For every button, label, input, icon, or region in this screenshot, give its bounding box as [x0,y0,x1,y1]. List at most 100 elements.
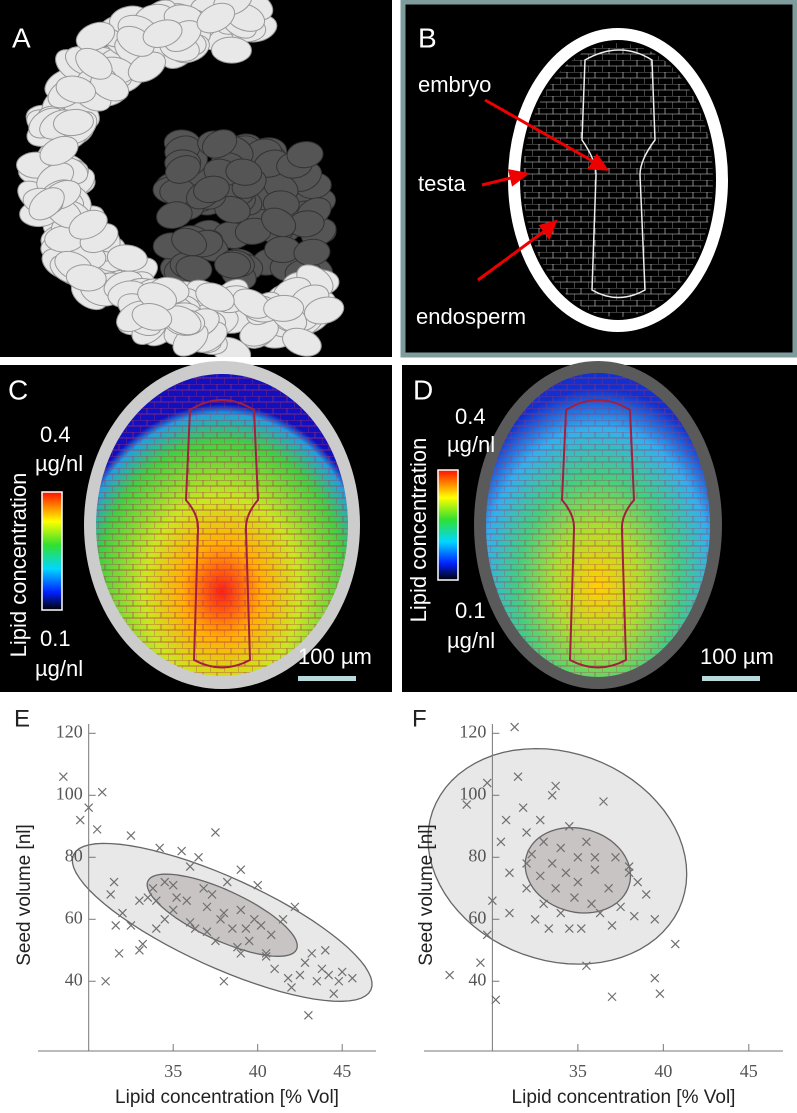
point [556,843,566,853]
point [624,868,634,878]
y-tick-label: 120 [56,721,83,741]
point [475,958,485,968]
point [547,859,557,868]
disk [156,201,193,229]
disk [193,175,230,204]
point [303,1010,313,1020]
y-axis-label: Seed volume [nl] [14,824,35,966]
point [211,828,220,837]
point [641,890,651,899]
point [190,924,200,933]
x-tick-label: 45 [333,1061,351,1081]
disk [282,327,322,357]
point [236,948,246,958]
point [670,939,680,949]
scale-bar [298,676,356,681]
point [270,964,280,974]
point [151,924,161,933]
colorbar-unit: µg/nl [35,656,83,681]
point [535,871,545,881]
disk [171,227,208,257]
point [561,868,571,878]
disk [165,155,201,184]
point [570,893,579,902]
disk [195,282,235,312]
point [126,831,136,841]
point [256,921,266,930]
point [182,896,192,906]
disk [196,2,236,34]
point [185,862,195,872]
panel-label: A [12,22,31,53]
y-axis-label: Seed volume [nl] [416,824,437,966]
disk [201,129,238,159]
point [253,880,263,890]
point [134,945,144,955]
colorbar-title: Lipid concentration [6,473,31,658]
point [202,927,212,937]
point [573,877,583,887]
point [261,952,271,961]
y-tick-label: 40 [65,969,83,989]
point [160,914,170,924]
colorbar [437,469,459,581]
point [194,852,203,862]
point [581,837,591,847]
scale-bar-label: 100 µm [298,644,372,669]
point [155,843,165,853]
point [564,821,574,831]
cell-network [96,374,348,676]
point [337,967,347,977]
point [168,905,178,915]
point [607,992,617,1002]
disk [68,209,108,240]
embryo-outline [560,399,636,669]
disk [39,135,79,166]
point [496,837,506,847]
point [505,908,514,918]
point [573,852,583,862]
point [58,772,68,782]
point [655,989,665,999]
point [587,899,596,909]
embryo-outline [184,399,260,669]
point [118,908,127,918]
point [101,976,111,986]
point [544,924,554,933]
point [266,930,276,940]
point [307,948,317,958]
cell-network [486,373,710,677]
annotation: embryo [418,72,491,97]
disk [214,251,252,279]
disk-render [15,0,345,357]
point [138,939,148,949]
point [487,896,497,906]
point [505,868,514,878]
point [501,815,511,825]
point [109,877,119,887]
annotation: endosperm [416,304,526,329]
y-tick-label: 120 [459,721,486,741]
disk [286,141,324,169]
point [320,945,330,955]
point [126,921,136,930]
point [114,948,124,958]
point [590,865,600,875]
panel-label: B [418,22,437,53]
y-tick-label: 60 [468,907,486,927]
point [261,948,271,958]
disk [261,207,297,238]
point [595,908,605,918]
x-tick-label: 35 [569,1061,587,1081]
point [202,902,212,912]
scale-bar [702,676,760,681]
point [535,815,545,825]
point [604,883,614,893]
point [611,852,620,862]
x-axis-label: Lipid concentration [% Vol] [512,1087,736,1108]
colorbar-min: 0.1 [40,626,71,651]
point [241,924,251,933]
point [177,846,187,856]
point [295,970,305,980]
